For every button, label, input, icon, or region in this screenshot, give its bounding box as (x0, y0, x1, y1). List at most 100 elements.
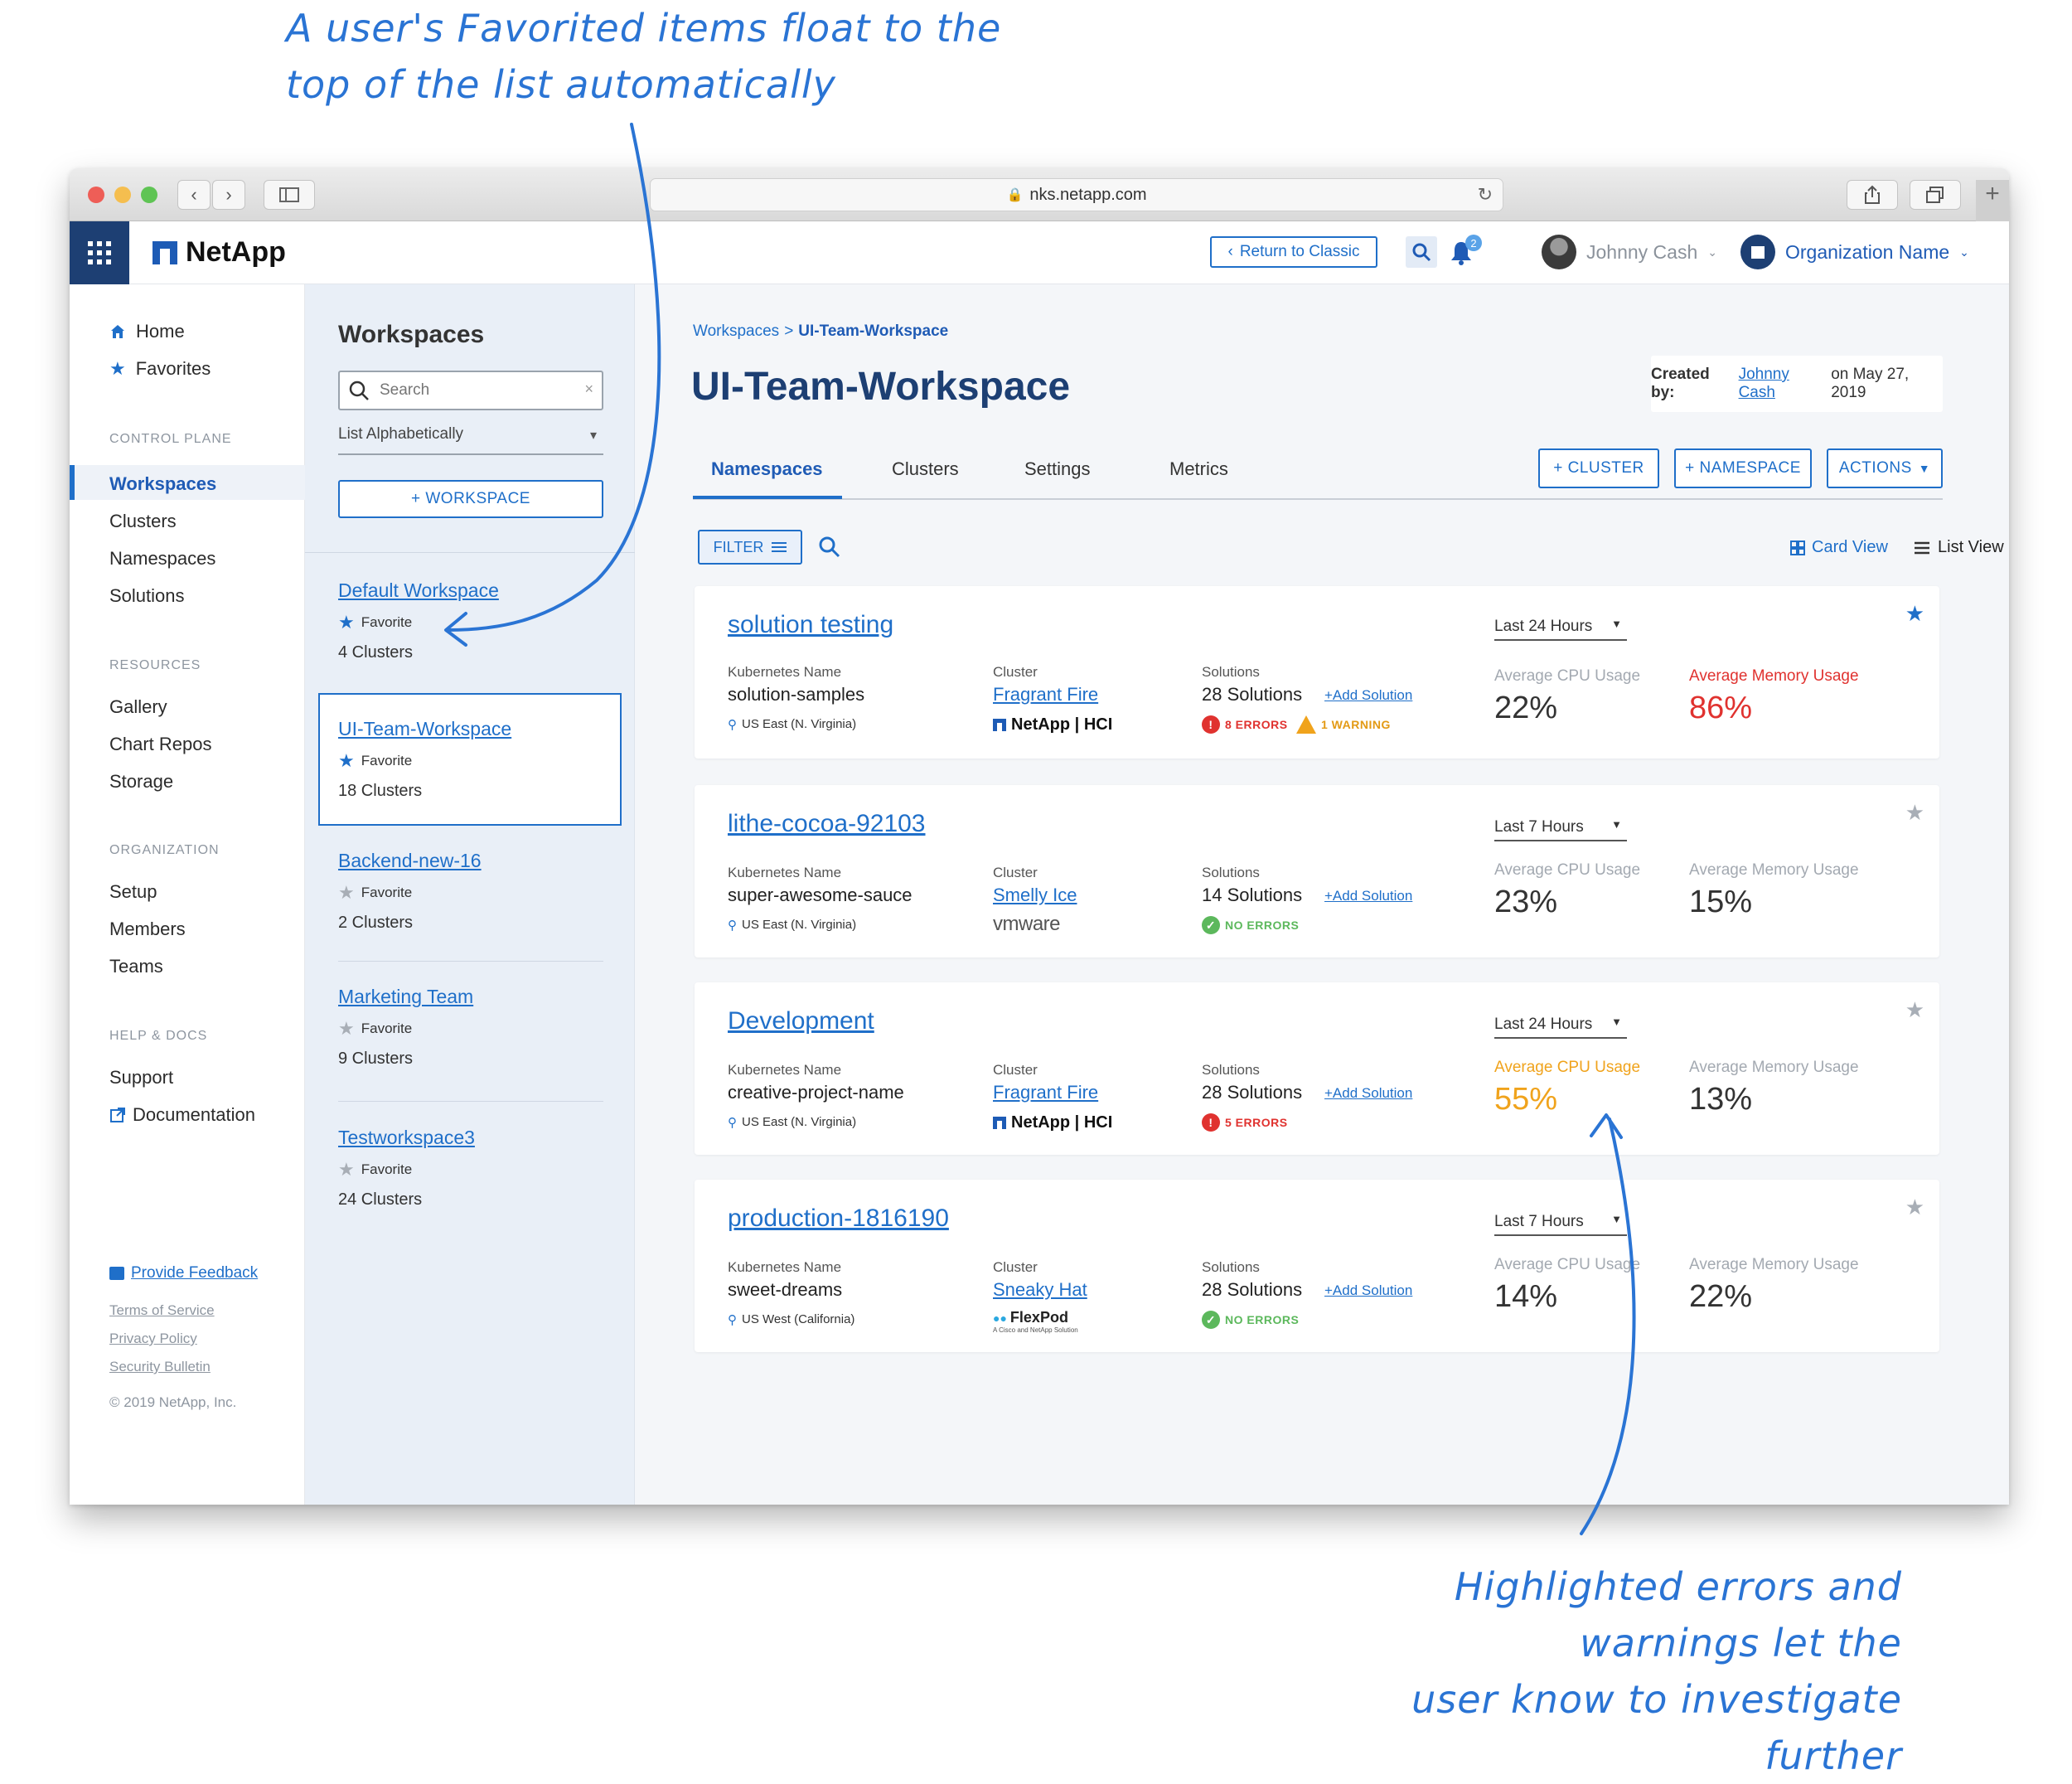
time-range-select[interactable]: Last 7 Hours ▼ (1494, 1213, 1627, 1236)
namespace-title[interactable]: production-1816190 (728, 1205, 949, 1232)
app-launcher-button[interactable] (70, 221, 129, 284)
tabs-button[interactable] (1910, 180, 1961, 210)
add-solution-link[interactable]: +Add Solution (1324, 1282, 1413, 1298)
nav-teams[interactable]: Teams (109, 956, 163, 977)
nav-favorites[interactable]: ★ Favorites (109, 358, 211, 380)
favorite-star-icon[interactable]: ★ (1905, 1195, 1924, 1219)
nav-gallery[interactable]: Gallery (109, 696, 167, 717)
favorite-star-icon[interactable]: ★ (1905, 997, 1924, 1022)
workspace-sort-select[interactable]: List Alphabetically ▾ (338, 425, 603, 455)
namespace-title[interactable]: lithe-cocoa-92103 (728, 810, 926, 837)
favorite-star-icon[interactable]: ★ (1905, 601, 1924, 626)
namespace-card[interactable]: lithe-cocoa-92103 Kubernetes Name super-… (695, 785, 1939, 957)
tab-settings[interactable]: Settings (1024, 458, 1091, 479)
favorite-star-icon[interactable]: ★ (1905, 800, 1924, 825)
share-button[interactable] (1847, 180, 1898, 210)
notifications-button[interactable]: 2 (1449, 235, 1482, 269)
sidebar-toggle-button[interactable] (264, 180, 315, 210)
workspace-name[interactable]: Backend-new-16 (338, 850, 482, 871)
workspace-name[interactable]: Marketing Team (338, 986, 474, 1007)
minimize-window-dot[interactable] (114, 187, 131, 203)
cluster-link[interactable]: Sneaky Hat (993, 1279, 1087, 1300)
memory-label: Average Memory Usage (1689, 1059, 1859, 1076)
close-window-dot[interactable] (88, 187, 104, 203)
workspace-item[interactable]: Default Workspace ★ Favorite 4 Clusters (338, 579, 603, 662)
header-search-button[interactable] (1406, 236, 1437, 268)
cluster-label: Cluster (993, 1062, 1038, 1078)
tab-clusters[interactable]: Clusters (892, 458, 959, 479)
workspace-item-selected[interactable]: UI-Team-Workspace ★ Favorite 18 Clusters (318, 693, 622, 826)
security-link[interactable]: Security Bulletin (109, 1359, 211, 1374)
netapp-logo[interactable]: NetApp (152, 236, 286, 269)
time-range-select[interactable]: Last 24 Hours ▼ (1494, 618, 1627, 641)
workspace-favorite[interactable]: ★ Favorite (338, 882, 603, 904)
nav-members[interactable]: Members (109, 919, 186, 939)
time-range-select[interactable]: Last 7 Hours ▼ (1494, 818, 1627, 841)
nav-clusters[interactable]: Clusters (109, 511, 177, 531)
maximize-window-dot[interactable] (141, 187, 157, 203)
new-tab-button[interactable]: + (1976, 180, 2009, 221)
cluster-link[interactable]: Smelly Ice (993, 885, 1077, 905)
workspace-name[interactable]: UI-Team-Workspace (338, 718, 512, 739)
namespace-card[interactable]: production-1816190 Kubernetes Name sweet… (695, 1180, 1939, 1352)
card-view-toggle[interactable]: Card View (1790, 538, 1888, 557)
nav-setup[interactable]: Setup (109, 881, 157, 902)
add-workspace-button[interactable]: + WORKSPACE (338, 480, 603, 518)
add-cluster-button[interactable]: + CLUSTER (1538, 448, 1659, 488)
location-pin-icon: ⚲ (728, 718, 737, 732)
search-icon[interactable] (817, 535, 840, 558)
memory-label: Average Memory Usage (1689, 1256, 1859, 1273)
add-solution-link[interactable]: +Add Solution (1324, 888, 1413, 904)
workspace-favorite[interactable]: ★ Favorite (338, 750, 603, 772)
privacy-link[interactable]: Privacy Policy (109, 1331, 197, 1346)
workspace-item[interactable]: Testworkspace3 ★ Favorite 24 Clusters (338, 1127, 603, 1210)
workspace-favorite[interactable]: ★ Favorite (338, 1018, 603, 1040)
nav-home[interactable]: Home (109, 321, 185, 342)
terms-link[interactable]: Terms of Service (109, 1302, 215, 1318)
clear-icon[interactable]: × (584, 381, 593, 397)
workspace-favorite[interactable]: ★ Favorite (338, 612, 603, 633)
workspace-item[interactable]: Backend-new-16 ★ Favorite 2 Clusters (338, 850, 603, 933)
namespace-card[interactable]: solution testing Kubernetes Name solutio… (695, 586, 1939, 759)
user-menu[interactable]: Johnny Cash ⌄ (1542, 235, 1717, 269)
workspace-name[interactable]: Default Workspace (338, 579, 499, 601)
cluster-link[interactable]: Fragrant Fire (993, 1082, 1099, 1103)
return-to-classic-button[interactable]: ‹ Return to Classic (1210, 236, 1377, 268)
add-namespace-button[interactable]: + NAMESPACE (1674, 448, 1812, 488)
nav-chart-repos[interactable]: Chart Repos (109, 734, 212, 754)
workspace-name[interactable]: Testworkspace3 (338, 1127, 475, 1148)
nav-storage[interactable]: Storage (109, 771, 174, 792)
workspace-search-input[interactable] (380, 379, 570, 402)
nav-solutions[interactable]: Solutions (109, 585, 185, 606)
namespace-title[interactable]: Development (728, 1007, 874, 1035)
nav-namespaces[interactable]: Namespaces (109, 548, 216, 569)
workspace-item[interactable]: Marketing Team ★ Favorite 9 Clusters (338, 986, 603, 1069)
namespace-title[interactable]: solution testing (728, 611, 894, 638)
nav-support[interactable]: Support (109, 1067, 174, 1088)
add-solution-link[interactable]: +Add Solution (1324, 687, 1413, 703)
check-icon: ✓ (1202, 916, 1220, 934)
workspace-search-field[interactable]: × (338, 371, 603, 410)
chevron-left-icon: ‹ (191, 184, 197, 205)
namespace-card[interactable]: Development Kubernetes Name creative-pro… (695, 982, 1939, 1155)
workspace-favorite[interactable]: ★ Favorite (338, 1159, 603, 1180)
nav-documentation[interactable]: Documentation (109, 1104, 255, 1126)
add-solution-link[interactable]: +Add Solution (1324, 1085, 1413, 1101)
forward-button[interactable]: › (212, 180, 245, 210)
filter-button[interactable]: FILTER (698, 530, 802, 565)
breadcrumb-root[interactable]: Workspaces (693, 322, 780, 340)
nav-workspaces[interactable]: Workspaces (109, 473, 217, 494)
app-header: NetApp ‹ Return to Classic 2 Johnny Cash… (70, 221, 2009, 284)
cluster-link[interactable]: Fragrant Fire (993, 684, 1099, 705)
actions-button[interactable]: ACTIONS ▼ (1827, 448, 1943, 488)
provide-feedback-link[interactable]: Provide Feedback (109, 1264, 258, 1282)
reload-icon[interactable]: ↻ (1477, 184, 1493, 205)
back-button[interactable]: ‹ (177, 180, 211, 210)
created-by-user[interactable]: Johnny Cash (1738, 366, 1789, 401)
tab-metrics[interactable]: Metrics (1169, 458, 1228, 479)
list-view-toggle[interactable]: List View (1915, 538, 2004, 557)
address-bar[interactable]: 🔒 nks.netapp.com ↻ (650, 178, 1503, 211)
tab-namespaces[interactable]: Namespaces (711, 458, 823, 479)
organization-menu[interactable]: Organization Name ⌄ (1740, 235, 1969, 269)
time-range-select[interactable]: Last 24 Hours ▼ (1494, 1016, 1627, 1039)
